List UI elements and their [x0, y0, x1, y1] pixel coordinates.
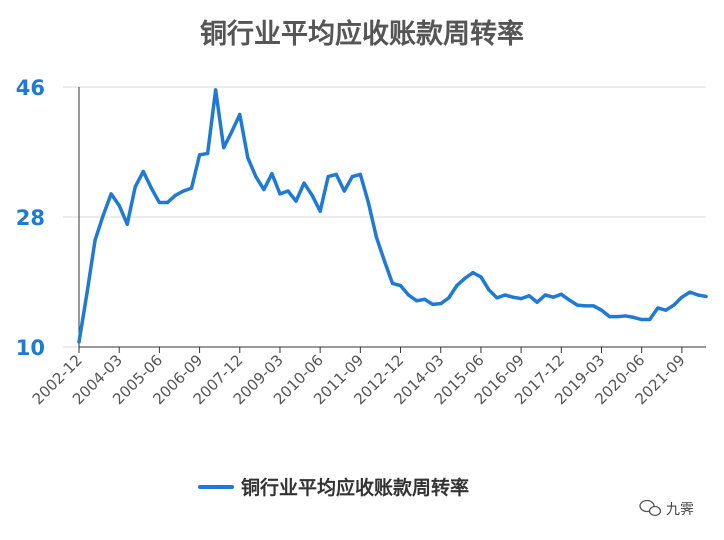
data-point: [350, 174, 354, 179]
data-point: [254, 174, 258, 179]
data-point: [246, 156, 250, 160]
data-point: [270, 172, 274, 176]
x-axis: 2002-122004-032005-062006-092007-122009-…: [29, 346, 706, 408]
data-point: [503, 293, 507, 297]
chart-title: 铜行业平均应收账款周转率: [200, 18, 524, 50]
data-point: [238, 112, 242, 117]
data-point: [463, 276, 467, 280]
data-point: [326, 174, 330, 179]
data-point: [543, 293, 547, 297]
data-point: [487, 288, 491, 292]
data-point: [704, 294, 708, 299]
data-point: [439, 302, 443, 306]
data-point: [117, 203, 121, 208]
data-point: [406, 293, 411, 297]
data-point: [334, 172, 338, 176]
data-point: [206, 151, 210, 156]
data-point: [591, 304, 596, 308]
data-point: [615, 315, 620, 319]
y-tick-label: 10: [16, 336, 45, 360]
data-point: [310, 193, 314, 197]
data-point: [189, 186, 194, 190]
data-point: [109, 192, 113, 196]
watermark-text: 九霁: [666, 502, 694, 518]
data-point: [607, 315, 612, 319]
data-point: [559, 292, 563, 296]
data-point: [302, 181, 306, 185]
data-point: [294, 199, 298, 203]
data-point: [423, 297, 427, 301]
data-point: [567, 298, 571, 302]
data-point: [575, 303, 579, 307]
data-point: [358, 172, 362, 176]
legend[interactable]: 铜行业平均应收账款周转率: [198, 476, 469, 499]
data-point: [222, 146, 226, 150]
data-point: [455, 284, 459, 288]
data-point: [125, 222, 129, 226]
data-point: [495, 296, 499, 300]
data-point: [101, 213, 105, 218]
data-point: [599, 308, 604, 312]
grid-lines: [63, 86, 706, 348]
data-point: [688, 290, 692, 294]
data-point: [157, 200, 161, 205]
series-line: [77, 88, 708, 344]
data-point: [93, 238, 97, 242]
data-point: [278, 192, 282, 196]
data-point: [664, 308, 668, 312]
data-point: [624, 314, 628, 318]
data-point: [551, 295, 555, 299]
data-point: [214, 88, 218, 92]
data-point: [318, 209, 322, 213]
y-axis: 10 28 46: [16, 76, 80, 360]
data-point: [431, 302, 435, 306]
legend-label: 铜行业平均应收账款周转率: [241, 476, 469, 499]
data-point: [197, 153, 202, 157]
data-point: [173, 193, 178, 197]
data-point: [141, 169, 145, 174]
data-point: [648, 317, 652, 322]
data-point: [583, 304, 588, 308]
data-point: [640, 317, 644, 322]
data-point: [479, 275, 483, 279]
data-point: [77, 340, 81, 344]
data-point: [696, 293, 700, 297]
series-group: [77, 88, 708, 344]
data-point: [366, 200, 370, 205]
data-point: [398, 284, 403, 288]
data-point: [471, 271, 475, 275]
data-point: [342, 189, 346, 193]
data-point: [262, 187, 266, 192]
data-point: [511, 295, 515, 299]
data-point: [165, 200, 170, 205]
data-point: [149, 186, 153, 190]
data-point: [415, 299, 419, 303]
data-point: [447, 296, 451, 300]
data-point: [632, 315, 636, 319]
data-point: [85, 291, 89, 295]
data-point: [181, 189, 186, 193]
data-point: [230, 130, 234, 134]
data-point: [535, 300, 539, 304]
data-point: [672, 303, 676, 307]
data-point: [680, 295, 684, 299]
data-point: [374, 235, 379, 239]
data-point: [286, 189, 290, 193]
data-point: [382, 259, 387, 263]
data-point: [133, 185, 137, 189]
wechat-icon: [639, 499, 662, 517]
y-tick-label: 28: [16, 206, 45, 230]
watermark: 九霁: [639, 499, 694, 518]
y-tick-label: 46: [16, 76, 45, 100]
data-point: [527, 294, 531, 298]
data-point: [656, 306, 660, 310]
data-point: [519, 297, 523, 301]
data-point: [390, 281, 395, 286]
